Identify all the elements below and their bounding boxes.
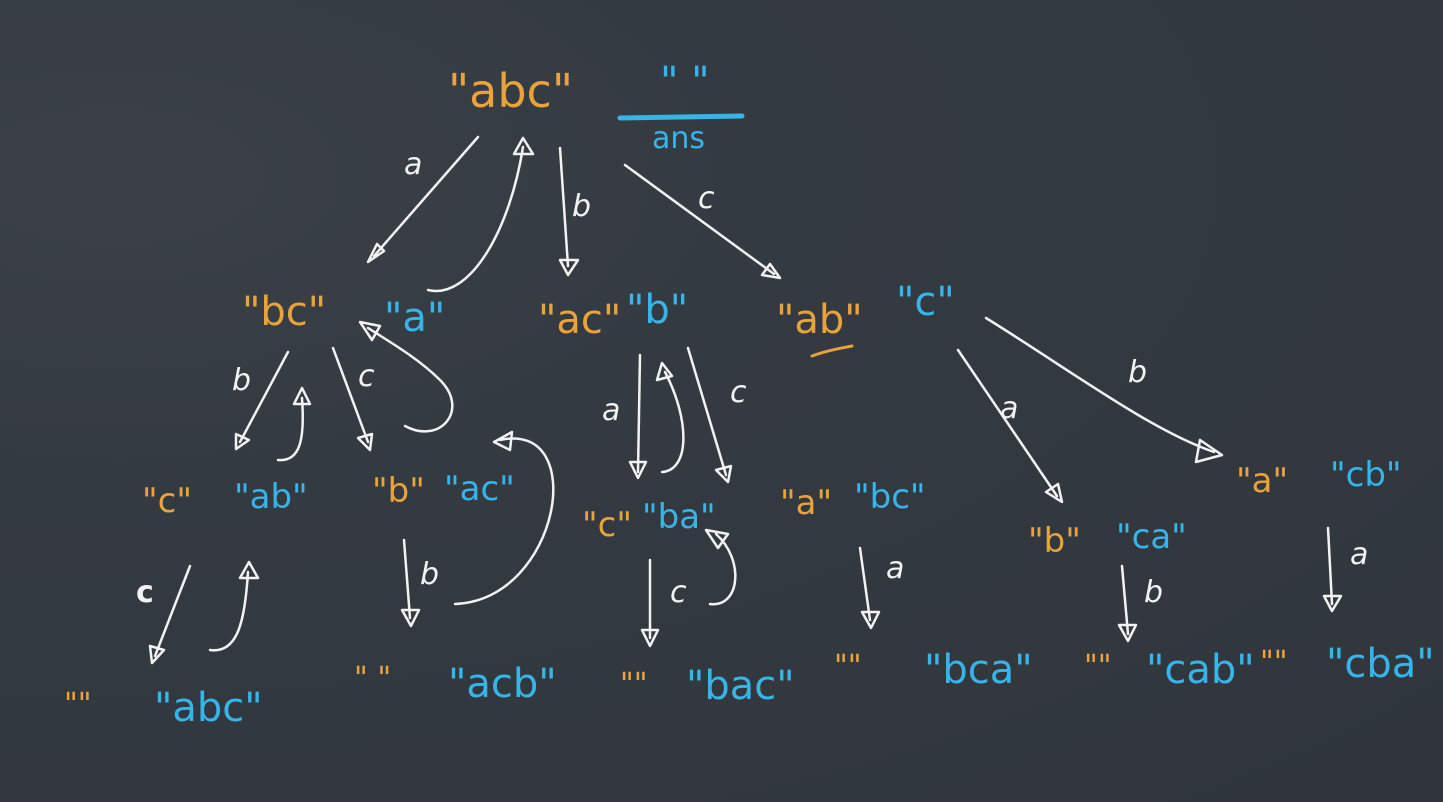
edge-label-ab-b: b xyxy=(1128,355,1148,390)
return-acb-a-head xyxy=(492,430,514,452)
return-a-bc-arrow xyxy=(366,326,454,433)
node-l3-5-remaining: "" xyxy=(1084,649,1112,684)
node-l2-bc-remaining: "a" xyxy=(780,483,833,523)
edge-root-c-head xyxy=(760,262,782,280)
node-l3-6-remaining: "" xyxy=(1260,645,1288,680)
node-l2-cb-remaining: "a" xyxy=(1236,461,1289,501)
edge-root-a-head xyxy=(366,242,386,264)
node-l3-2-answer: "acb" xyxy=(448,661,557,707)
node-l3-2-remaining: " " xyxy=(354,661,392,696)
edge-ac-a-head xyxy=(628,460,648,480)
edge-root-b-arrow xyxy=(558,146,570,268)
return-ba-ac-arrow xyxy=(660,370,685,474)
node-l1-a-remaining: "bc" xyxy=(242,289,327,335)
node-l2-ba-answer: "ba" xyxy=(642,497,716,537)
node-l2-ab-answer: "ab" xyxy=(234,477,308,517)
edge-bc-b-arrow xyxy=(238,350,290,444)
return-bac-ba-head xyxy=(704,528,730,550)
edge-a-bca-head xyxy=(860,610,881,630)
node-l3-6-answer: "cba" xyxy=(1326,641,1435,687)
edge-label-ac-c: c xyxy=(730,375,747,410)
node-l2-ac-remaining: "b" xyxy=(372,471,425,511)
edge-label-ac-l2-b: b xyxy=(420,557,440,592)
edge-label-root-a: a xyxy=(404,147,423,182)
node-l1-b-answer: "b" xyxy=(626,287,689,333)
edge-c-abc-head xyxy=(148,644,166,665)
node-l1-a-answer: "a" xyxy=(384,295,446,341)
edge-ac-c-head xyxy=(714,464,733,484)
node-l3-5-answer: "cab" xyxy=(1146,647,1255,693)
edge-label-bc-c: c xyxy=(358,359,375,394)
ab-underline xyxy=(810,344,854,358)
ans-underline xyxy=(617,113,745,121)
edge-b-acb-arrow xyxy=(402,538,412,620)
edge-label-ac-a: a xyxy=(602,393,621,428)
node-root-remaining: "abc" xyxy=(448,64,573,118)
edge-b-cab-head xyxy=(1117,623,1138,643)
node-l2-ac-answer: "ac" xyxy=(444,469,515,509)
edge-root-a-arrow xyxy=(372,135,480,258)
node-root-answer: " " xyxy=(660,59,710,105)
edge-label-bc-l2-a: a xyxy=(886,551,905,586)
node-l3-4-remaining: "" xyxy=(834,649,862,684)
return-bac-ba-arrow xyxy=(708,532,737,606)
node-l2-ab-remaining: "c" xyxy=(142,481,192,521)
edge-b-cab-arrow xyxy=(1120,564,1130,636)
node-l2-cb-answer: "cb" xyxy=(1330,455,1402,495)
node-l2-ca-remaining: "b" xyxy=(1028,521,1081,561)
edge-ab-b-arrow xyxy=(984,316,1216,454)
node-l1-c-answer: "c" xyxy=(896,279,955,325)
edge-label-root-b: b xyxy=(572,189,592,224)
edge-a-bca-arrow xyxy=(858,546,872,622)
edge-c-bac-head xyxy=(640,628,660,648)
return-abc-ab-arrow xyxy=(208,570,250,652)
edge-label-ca-l2-b: b xyxy=(1144,575,1164,610)
edge-label-root-c: c xyxy=(698,181,715,216)
node-l3-3-answer: "bac" xyxy=(686,663,795,709)
edge-root-b-head xyxy=(558,258,580,277)
return-abc-ab-head xyxy=(238,560,260,580)
edge-bc-b-head xyxy=(234,432,251,451)
edge-label-cb-l2-a: a xyxy=(1350,537,1369,572)
node-l2-ca-answer: "ca" xyxy=(1116,517,1187,557)
node-l3-4-answer: "bca" xyxy=(924,647,1033,693)
node-l1-b-remaining: "ac" xyxy=(538,297,622,343)
edge-root-c-arrow xyxy=(623,163,776,276)
edge-ab-a-arrow xyxy=(956,348,1059,498)
return-a-bc-head xyxy=(358,320,382,342)
edge-label-ab-l2-c: c xyxy=(136,575,154,610)
edge-a-cba-arrow xyxy=(1326,526,1334,606)
node-l3-1-answer: "abc" xyxy=(154,685,263,731)
return-ba-ac-head xyxy=(655,361,674,382)
edge-ac-c-arrow xyxy=(686,346,728,477)
edge-bc-c-arrow xyxy=(331,346,370,444)
return-ab-bc-arrow xyxy=(276,396,305,462)
edge-bc-c-head xyxy=(356,432,374,452)
edge-a-cba-head xyxy=(1322,594,1343,613)
node-l3-3-remaining: "" xyxy=(620,667,648,702)
edge-label-ba-l2-c: c xyxy=(670,575,687,610)
return-a-root-arrow xyxy=(426,145,525,293)
edge-c-abc-arrow xyxy=(153,564,192,658)
return-acb-a-arrow xyxy=(453,437,555,606)
node-l3-1-remaining: "" xyxy=(64,687,92,722)
edge-label-ab-a: a xyxy=(1000,391,1019,426)
node-l1-c-remaining: "ab" xyxy=(776,297,863,343)
node-l2-bc-answer: "bc" xyxy=(854,477,926,517)
node-l2-ba-remaining: "c" xyxy=(582,505,632,545)
edge-ab-b-head xyxy=(1194,438,1224,464)
return-ab-bc-head xyxy=(292,386,312,406)
edge-ac-a-arrow xyxy=(636,353,642,474)
edge-label-bc-b: b xyxy=(232,363,252,398)
edge-b-acb-head xyxy=(400,608,421,628)
edge-ab-a-head xyxy=(1044,482,1064,504)
node-root-answer-label: ans xyxy=(652,121,706,156)
return-a-root-head xyxy=(512,136,535,156)
